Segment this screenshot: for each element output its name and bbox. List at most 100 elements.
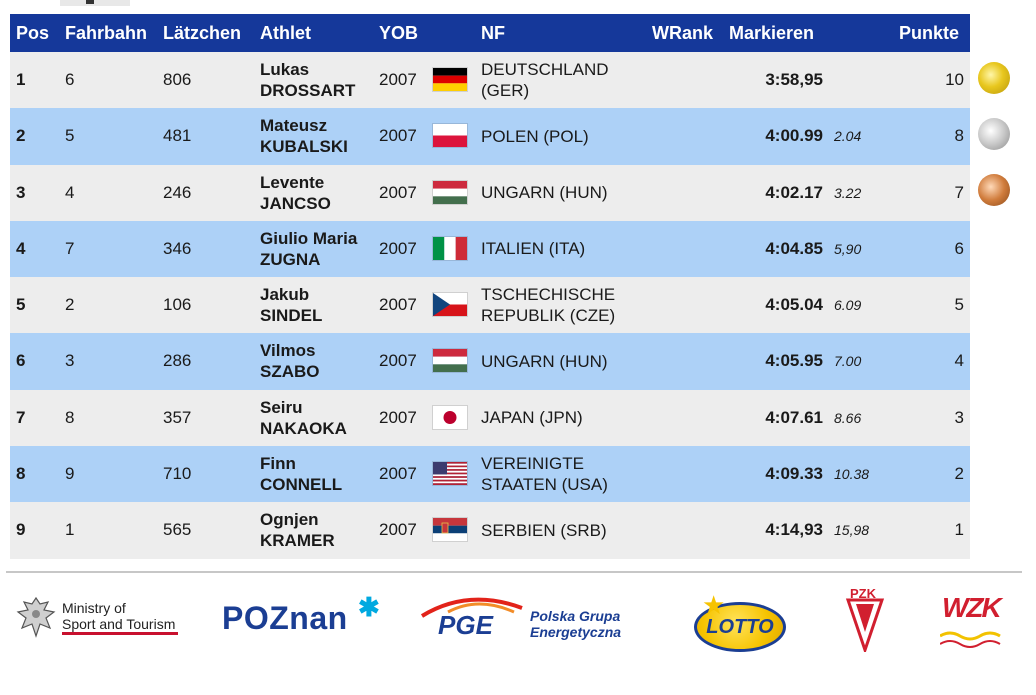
header-mark: Markieren xyxy=(729,23,815,43)
athlete-first-name: Vilmos xyxy=(260,341,316,361)
cell-bib: 565 xyxy=(163,520,192,540)
athlete-first-name: Jakub xyxy=(260,285,310,305)
flag-icon xyxy=(433,349,467,373)
flag-icon xyxy=(433,124,467,148)
flag-icon xyxy=(433,518,467,542)
athlete-last-name: ZUGNA xyxy=(260,249,321,269)
cell-lane: 6 xyxy=(65,70,75,89)
cell-bib: 246 xyxy=(163,182,192,202)
athlete-last-name: CONNELL xyxy=(260,475,343,495)
cell-points: 4 xyxy=(954,351,964,371)
header-bib: Lätzchen xyxy=(163,23,242,43)
ministry-line-2: Sport and Tourism xyxy=(62,616,176,632)
header-athlete: Athlet xyxy=(260,23,311,43)
nf-line-1: JAPAN (JPN) xyxy=(481,408,583,428)
cell-pos: 6 xyxy=(16,351,26,371)
divider xyxy=(6,571,1022,573)
top-edge-graphic xyxy=(60,0,130,6)
cell-pos: 8 xyxy=(16,464,26,484)
cell-nf: UNGARN (HUN) xyxy=(481,165,608,221)
table-row: 8 9 710 Finn CONNELL 2007 VEREINIGTE STA… xyxy=(10,446,970,503)
cell-points: 1 xyxy=(954,520,964,540)
cell-gap: 2.04 xyxy=(834,128,862,145)
table-body: 1 6 806 Lukas DROSSART 2007 DEUTSCHLAND … xyxy=(10,52,970,559)
cell-gap: 5,90 xyxy=(834,240,862,257)
ministry-line-1: Ministry of xyxy=(62,600,126,616)
poznan-logo: POZnan ✱ xyxy=(222,592,380,637)
cell-bib: 286 xyxy=(163,351,192,371)
cell-yob: 2007 xyxy=(379,238,417,258)
cell-athlete: Vilmos SZABO xyxy=(260,333,320,396)
athlete-first-name: Ognjen xyxy=(260,510,319,530)
cell-nf: SERBIEN (SRB) xyxy=(481,502,607,558)
cell-yob: 2007 xyxy=(379,182,417,202)
cell-gap: 6.09 xyxy=(834,297,862,314)
table-row: 6 3 286 Vilmos SZABO 2007 UNGARN (HUN) 4… xyxy=(10,333,970,390)
nf-line-2: STAATEN (USA) xyxy=(481,475,608,495)
pge-wordmark: PGE xyxy=(438,610,493,640)
poznan-wordmark: POZnan xyxy=(222,600,348,636)
cell-pos: 9 xyxy=(16,520,26,540)
cell-gap: 7.00 xyxy=(834,353,862,370)
wzk-logo: WZK xyxy=(940,588,1008,650)
star-icon: ✱ xyxy=(358,592,381,622)
header-points: Punkte xyxy=(899,23,960,43)
cell-nf: ITALIEN (ITA) xyxy=(481,221,585,277)
wzk-wordmark: WZK xyxy=(942,592,1002,623)
cell-nf: DEUTSCHLAND (GER) xyxy=(481,52,609,108)
table-header: Pos Fahrbahn Lätzchen Athlet YOB NF WRan… xyxy=(10,14,970,52)
athlete-last-name: JANCSO xyxy=(260,193,331,213)
cell-pos: 2 xyxy=(16,126,26,146)
cell-bib: 106 xyxy=(163,295,192,315)
cell-yob: 2007 xyxy=(379,351,417,371)
flag-icon xyxy=(433,236,467,260)
cell-mark: 4:05.95 xyxy=(765,351,823,371)
flag-icon xyxy=(433,293,467,317)
cell-pos: 5 xyxy=(16,295,26,315)
flag-icon xyxy=(433,68,467,91)
flag-icon xyxy=(433,180,467,204)
lotto-logo: ★ LOTTO xyxy=(694,590,786,652)
cell-lane: 7 xyxy=(65,238,75,258)
athlete-first-name: Seiru xyxy=(260,397,303,417)
cell-nf: TSCHECHISCHE REPUBLIK (CZE) xyxy=(481,277,615,333)
cell-bib: 346 xyxy=(163,238,192,258)
cell-yob: 2007 xyxy=(379,126,417,146)
cell-athlete: Ognjen KRAMER xyxy=(260,502,335,565)
cell-gap: 8.66 xyxy=(834,409,862,426)
bronze-medal-icon xyxy=(978,174,1010,206)
cell-lane: 2 xyxy=(65,295,75,315)
pzk-logo: PZK xyxy=(842,586,888,652)
table-row: 1 6 806 Lukas DROSSART 2007 DEUTSCHLAND … xyxy=(10,52,970,109)
flag-icon xyxy=(433,405,467,429)
cell-pos: 3 xyxy=(16,182,26,202)
cell-athlete: Lukas DROSSART xyxy=(260,52,355,115)
athlete-last-name: DROSSART xyxy=(260,81,356,100)
cell-mark: 4:14,93 xyxy=(765,520,823,540)
ministry-logo: Ministry of Sport and Tourism xyxy=(14,594,184,644)
athlete-last-name: KUBALSKI xyxy=(260,137,348,157)
cell-points: 3 xyxy=(954,407,964,427)
table-row: 7 8 357 Seiru NAKAOKA 2007 JAPAN (JPN) 4… xyxy=(10,389,970,447)
cell-mark: 3:58,95 xyxy=(765,70,823,89)
cell-bib: 481 xyxy=(163,126,192,146)
cell-mark: 4:07.61 xyxy=(765,407,823,427)
cell-mark: 4:09.33 xyxy=(765,464,823,484)
results-table: Pos Fahrbahn Lätzchen Athlet YOB NF WRan… xyxy=(10,14,970,559)
cell-mark: 4:04.85 xyxy=(765,238,823,258)
table-row: 2 5 481 Mateusz KUBALSKI 2007 POLEN (POL… xyxy=(10,108,970,165)
cell-nf: VEREINIGTE STAATEN (USA) xyxy=(481,446,608,502)
cell-gap: 15,98 xyxy=(834,522,870,539)
cell-lane: 8 xyxy=(65,407,75,427)
header-pos: Pos xyxy=(16,23,50,43)
pge-logo: PGE Polska Grupa Energetyczna xyxy=(418,594,638,644)
silver-medal-icon xyxy=(978,118,1010,150)
cell-mark: 4:02.17 xyxy=(765,182,823,202)
eagle-emblem-icon xyxy=(16,596,56,638)
cell-lane: 5 xyxy=(65,126,75,146)
ministry-underline xyxy=(62,632,178,635)
header-nf: NF xyxy=(481,23,505,43)
cell-lane: 1 xyxy=(65,520,75,540)
cell-athlete: Finn CONNELL xyxy=(260,446,342,509)
athlete-first-name: Giulio Maria xyxy=(260,228,358,248)
